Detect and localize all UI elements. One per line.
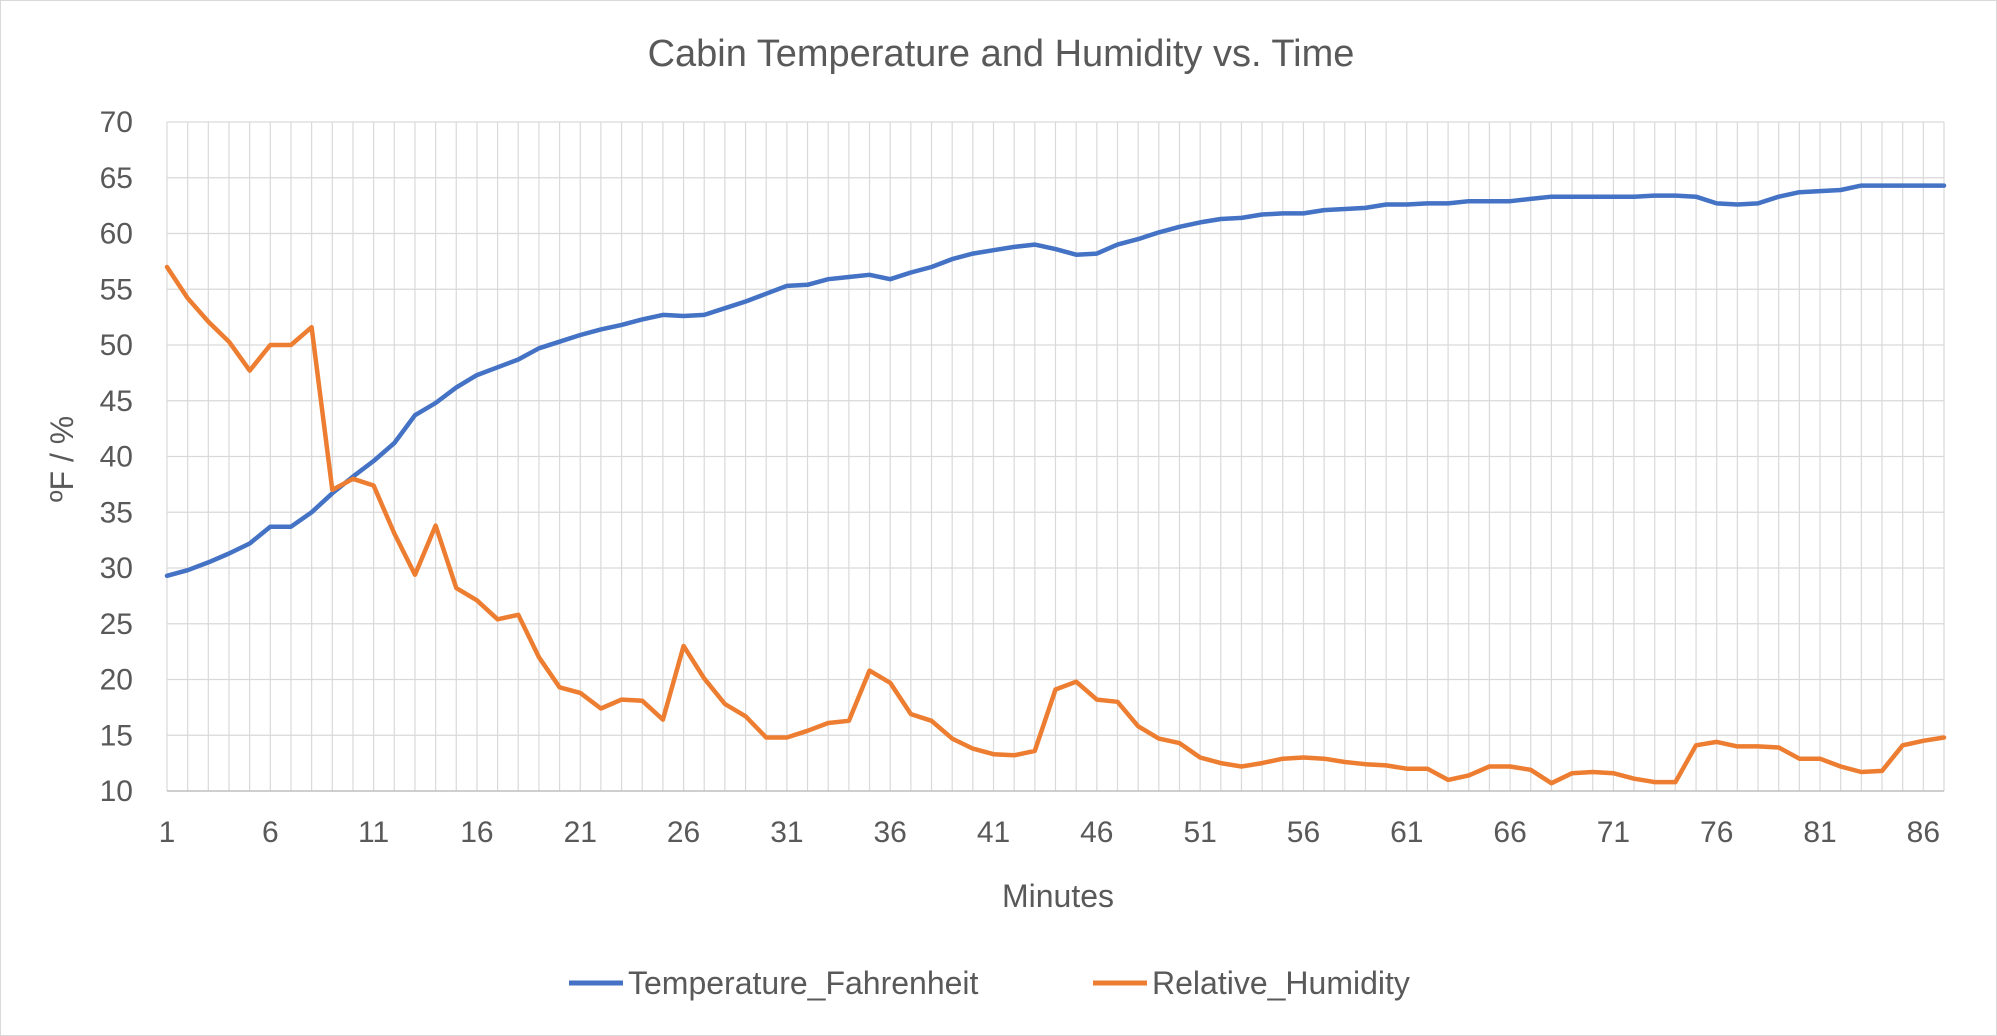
x-tick-label: 36 (874, 816, 907, 849)
x-tick-label: 16 (460, 816, 493, 849)
y-tick-label: 30 (100, 552, 133, 585)
x-tick-label: 1 (159, 816, 176, 849)
x-tick-label: 6 (262, 816, 279, 849)
x-tick-label: 51 (1183, 816, 1216, 849)
x-tick-label: 71 (1597, 816, 1630, 849)
y-tick-label: 65 (100, 162, 133, 195)
y-tick-label: 55 (100, 273, 133, 306)
y-tick-label: 70 (100, 106, 133, 139)
x-tick-label: 56 (1287, 816, 1320, 849)
series-lines (164, 183, 1947, 786)
y-tick-label: 15 (100, 719, 133, 752)
legend: Temperature_Fahrenheit Relative_Humidity (569, 965, 1410, 1001)
series-line-1 (164, 264, 1947, 786)
legend-label-1: Relative_Humidity (1152, 965, 1410, 1001)
x-tick-label: 31 (770, 816, 803, 849)
x-tick-label: 21 (564, 816, 597, 849)
y-tick-label: 10 (100, 775, 133, 808)
y-tick-label: 20 (100, 664, 133, 697)
x-tick-labels: 1 6 11 16 21 26 31 36 41 46 51 56 61 66 71 76 81 86 (159, 816, 1940, 849)
x-tick-label: 86 (1907, 816, 1940, 849)
y-tick-label: 50 (100, 329, 133, 362)
y-tick-labels: 10 15 20 25 30 35 40 45 50 55 60 65 70 (100, 106, 133, 808)
x-tick-label: 41 (977, 816, 1010, 849)
x-tick-label: 81 (1803, 816, 1836, 849)
x-tick-label: 66 (1493, 816, 1526, 849)
x-tick-label: 46 (1080, 816, 1113, 849)
y-tick-label: 40 (100, 441, 133, 474)
x-axis-label: Minutes (1002, 878, 1114, 914)
y-tick-label: 35 (100, 496, 133, 529)
x-tick-label: 61 (1390, 816, 1423, 849)
horizontal-gridlines (167, 121, 1944, 736)
x-tick-label: 26 (667, 816, 700, 849)
chart-title: Cabin Temperature and Humidity vs. Time (648, 33, 1355, 75)
y-tick-label: 25 (100, 608, 133, 641)
y-tick-label: 60 (100, 218, 133, 251)
series-line-0 (164, 183, 1947, 579)
y-axis-label: ºF / % (44, 416, 80, 502)
legend-label-0: Temperature_Fahrenheit (628, 965, 979, 1001)
x-tick-label: 11 (358, 816, 389, 849)
y-tick-label: 45 (100, 385, 133, 418)
x-tick-label: 76 (1700, 816, 1733, 849)
